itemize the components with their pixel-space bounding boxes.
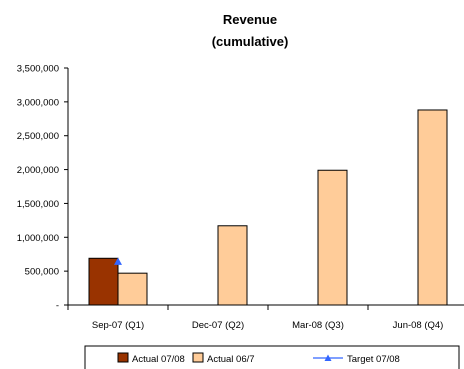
legend-swatch — [192, 352, 204, 363]
legend-marker — [324, 354, 332, 361]
y-tick-label: 500,000 — [25, 267, 59, 278]
y-tick-label: 3,500,000 — [17, 64, 59, 75]
legend: Actual 07/08 Actual 06/7 Target 07/08 — [84, 345, 460, 369]
legend-swatch — [117, 352, 129, 363]
bar-actual-06-7 — [217, 225, 248, 306]
legend-box — [84, 345, 460, 369]
y-tick-label: 2,000,000 — [17, 165, 59, 176]
target-marker — [114, 257, 122, 265]
y-tick-label: 1,000,000 — [17, 233, 59, 244]
bar-actual-06-7 — [417, 109, 448, 306]
legend-label: Target 07/08 — [347, 354, 400, 365]
y-tick-label: 1,500,000 — [17, 199, 59, 210]
x-tick-label: Mar-08 (Q3) — [292, 320, 344, 331]
chart-title: Revenue — [222, 12, 278, 27]
legend-label: Actual 07/08 — [132, 354, 185, 365]
y-tick-label: 2,500,000 — [17, 131, 59, 142]
y-tick-label: 3,000,000 — [17, 97, 59, 108]
bar-actual-06-7 — [117, 272, 148, 306]
bar-actual-06-7 — [317, 169, 348, 306]
chart-subtitle: (cumulative) — [211, 34, 289, 49]
legend-label: Actual 06/7 — [207, 354, 255, 365]
x-tick-label: Jun-08 (Q4) — [393, 320, 444, 331]
x-tick-label: Sep-07 (Q1) — [92, 320, 144, 331]
bar-actual-07-08 — [88, 257, 119, 306]
x-tick-label: Dec-07 (Q2) — [192, 320, 244, 331]
y-tick-label: - — [56, 301, 59, 312]
